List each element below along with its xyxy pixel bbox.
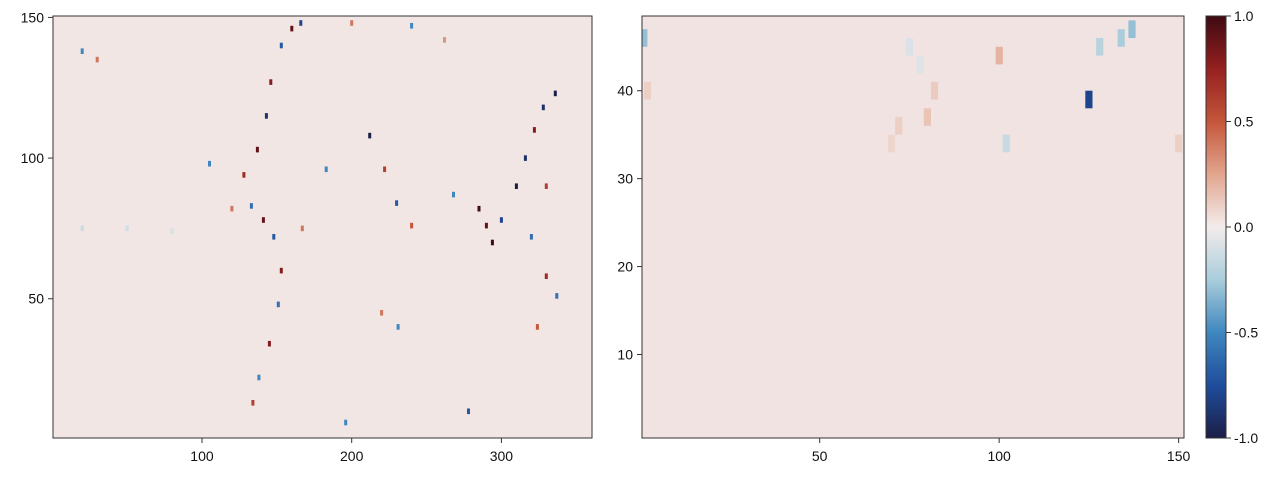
- left-heatmap-cell-12: [267, 340, 271, 347]
- left-heatmap-cell-13: [257, 374, 261, 381]
- left-heatmap-cell-1: [264, 113, 268, 119]
- left-heatmap-cell-23: [490, 239, 494, 246]
- left-y-tick-label-1: 100: [21, 150, 45, 166]
- right-heatmap-cell-14: [643, 81, 651, 100]
- left-heatmap-cell-2: [269, 79, 273, 85]
- left-heatmap-cell-41: [350, 20, 354, 26]
- left-heatmap-cell-15: [324, 166, 328, 173]
- right-heatmap-cell-8: [1096, 38, 1104, 56]
- right-heatmap-cell-13: [642, 29, 648, 47]
- left-heatmap-cell-4: [290, 25, 294, 32]
- left-x-tick-label-1: 200: [340, 448, 364, 464]
- left-heatmap-background: [53, 16, 592, 438]
- right-heatmap-cell-9: [1117, 29, 1125, 47]
- colorbar-tick-label-1: -0.5: [1234, 325, 1258, 341]
- heatmap-panel-left: 100 200 300 50 100 150: [21, 9, 593, 464]
- left-heatmap-cell-43: [344, 419, 348, 426]
- left-heatmap-cell-28: [541, 104, 545, 111]
- left-plot-frame: [52, 15, 593, 439]
- right-heatmap-cell-2: [923, 108, 931, 126]
- left-y-tick-label-0: 50: [28, 291, 44, 307]
- left-heatmap-cell-19: [410, 222, 414, 229]
- left-heatmap-cell-29: [553, 90, 557, 97]
- left-heatmap-cell-33: [555, 293, 559, 299]
- left-heatmap-cell-37: [80, 225, 84, 232]
- left-heatmap-cell-24: [499, 217, 503, 223]
- left-heatmap-cell-45: [396, 324, 400, 330]
- left-heatmap-cell-48: [208, 160, 211, 167]
- colorbar-tick-label-2: 0.0: [1234, 219, 1254, 235]
- right-plot-frame: [641, 15, 1185, 439]
- left-y-tick-label-2: 150: [21, 9, 45, 25]
- right-heatmap-cell-12: [1175, 134, 1183, 153]
- left-heatmap-cell-21: [477, 205, 481, 212]
- colorbar-tick-label-4: 1.0: [1234, 8, 1254, 24]
- left-heatmap-cell-10: [279, 267, 283, 274]
- left-heatmap-cell-31: [529, 234, 533, 240]
- left-heatmap-cell-47: [300, 225, 304, 232]
- left-heatmap-cell-39: [170, 228, 174, 234]
- left-heatmap-cell-3: [279, 42, 283, 49]
- left-heatmap-cell-16: [368, 132, 372, 139]
- left-heatmap-cell-6: [242, 172, 246, 178]
- left-heatmap-cell-42: [443, 37, 446, 43]
- left-heatmap-cell-8: [261, 217, 265, 223]
- right-x-tick-label-0: 50: [812, 448, 828, 464]
- left-heatmap-cell-18: [395, 200, 399, 206]
- left-heatmap-cell-25: [514, 183, 518, 189]
- left-heatmap-cell-44: [467, 408, 470, 415]
- left-heatmap-cell-0: [255, 146, 259, 153]
- left-heatmap-cell-14: [251, 400, 255, 406]
- right-x-tick-label-1: 100: [987, 448, 1011, 464]
- right-y-tick-label-3: 40: [617, 83, 633, 99]
- left-heatmap-cell-36: [95, 56, 99, 63]
- colorbar: -1.0 -0.5 0.0 0.5 1.0: [1205, 8, 1258, 446]
- left-heatmap-cell-38: [125, 225, 129, 232]
- left-heatmap-cell-26: [523, 155, 527, 161]
- left-heatmap-cell-49: [230, 205, 234, 212]
- left-heatmap-cell-22: [484, 222, 488, 229]
- right-heatmap-cell-5: [916, 55, 924, 74]
- right-heatmap-cell-6: [995, 46, 1003, 65]
- right-y-tick-label-1: 20: [617, 259, 633, 275]
- right-y-tick-label-2: 30: [617, 171, 633, 187]
- left-heatmap-cell-32: [544, 273, 548, 279]
- left-heatmap-cell-9: [272, 234, 276, 240]
- left-heatmap-cell-46: [380, 310, 384, 316]
- right-heatmap-background: [642, 16, 1184, 438]
- right-heatmap-cell-11: [1085, 90, 1093, 109]
- right-heatmap-cell-4: [905, 38, 913, 56]
- heatmap-panel-right: 50 100 150 10 20 30 40: [617, 15, 1191, 464]
- left-heatmap-cell-34: [535, 324, 539, 330]
- left-heatmap-cell-17: [383, 166, 387, 173]
- left-heatmap-cell-20: [452, 191, 455, 198]
- right-heatmap-cell-10: [1128, 20, 1136, 38]
- left-heatmap-cell-40: [410, 23, 414, 29]
- left-x-tick-label-2: 300: [490, 448, 514, 464]
- left-heatmap-cell-11: [276, 301, 280, 308]
- right-x-tick-label-2: 150: [1167, 448, 1191, 464]
- right-heatmap-cell-3: [930, 81, 939, 100]
- colorbar-gradient: [1205, 15, 1227, 439]
- right-heatmap-cell-0: [887, 134, 896, 153]
- colorbar-tick-label-0: -1.0: [1234, 430, 1258, 446]
- right-y-tick-label-0: 10: [617, 346, 633, 362]
- colorbar-tick-label-3: 0.5: [1234, 114, 1254, 130]
- left-heatmap-cell-27: [532, 127, 536, 133]
- left-heatmap-cell-7: [249, 203, 253, 209]
- left-heatmap-cell-30: [544, 183, 548, 189]
- left-heatmap-cell-35: [80, 48, 84, 54]
- right-heatmap-cell-7: [1002, 134, 1010, 153]
- right-heatmap-cell-1: [895, 117, 903, 135]
- left-x-tick-label-0: 100: [190, 448, 214, 464]
- left-heatmap-cell-5: [299, 20, 303, 26]
